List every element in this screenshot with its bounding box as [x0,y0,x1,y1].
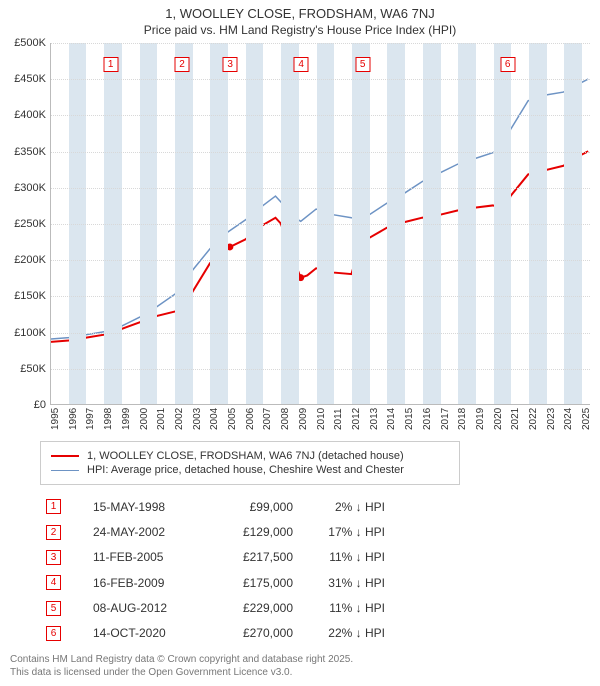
x-tick-label: 2006 [245,408,256,430]
chart-area: £0 £50K £100K £150K £200K £250K £300K £350K £400… [10,43,590,433]
marker-table: 115-MAY-1998£99,0002% ↓ HPI224-MAY-2002£… [38,493,393,647]
legend: 1, WOOLLEY CLOSE, FRODSHAM, WA6 7NJ (det… [40,441,460,485]
x-tick-label: 2025 [581,408,592,430]
x-tick-label: 1996 [68,408,79,430]
marker-diff: 22% ↓ HPI [301,622,391,645]
marker-date: 24-MAY-2002 [87,520,207,543]
marker-box: 1 [46,499,61,514]
footer: Contains HM Land Registry data © Crown c… [10,653,590,679]
x-tick-label: 1998 [103,408,114,430]
legend-label: HPI: Average price, detached house, Ches… [87,464,404,476]
x-tick-label: 2004 [209,408,220,430]
y-tick-label: £450K [10,73,46,85]
footer-line: Contains HM Land Registry data © Crown c… [10,653,590,666]
chart-marker: 1 [103,57,118,72]
marker-table-row: 4 16-FEB-2009£175,00031% ↓ HPI [40,571,391,594]
legend-item: HPI: Average price, detached house, Ches… [51,464,449,476]
marker-box: 4 [46,575,61,590]
chart-marker: 3 [223,57,238,72]
y-tick-label: £50K [10,363,46,375]
marker-diff: 11% ↓ HPI [301,596,391,619]
y-tick-label: £500K [10,37,46,49]
x-tick-label: 2012 [351,408,362,430]
plot-area: 1 2 3 4 5 6 [50,43,590,405]
x-tick-label: 2024 [563,408,574,430]
x-tick-label: 2008 [280,408,291,430]
marker-price: £175,000 [209,571,299,594]
chart-marker: 2 [175,57,190,72]
marker-date: 11-FEB-2005 [87,546,207,569]
x-tick-label: 1999 [121,408,132,430]
x-tick-label: 2020 [493,408,504,430]
y-tick-label: £200K [10,254,46,266]
chart-marker: 6 [500,57,515,72]
marker-price: £229,000 [209,596,299,619]
legend-item: 1, WOOLLEY CLOSE, FRODSHAM, WA6 7NJ (det… [51,450,449,462]
marker-diff: 2% ↓ HPI [301,495,391,518]
x-tick-label: 2018 [457,408,468,430]
y-tick-label: £350K [10,146,46,158]
legend-swatch [51,470,79,471]
x-tick-label: 2009 [298,408,309,430]
x-tick-label: 2016 [422,408,433,430]
chart-title: 1, WOOLLEY CLOSE, FRODSHAM, WA6 7NJ [0,6,600,21]
marker-table-row: 2 24-MAY-2002£129,00017% ↓ HPI [40,520,391,543]
chart-marker: 4 [294,57,309,72]
x-tick-label: 2021 [510,408,521,430]
x-tick-label: 2022 [528,408,539,430]
x-tick-label: 2005 [227,408,238,430]
x-tick-label: 2023 [546,408,557,430]
marker-price: £217,500 [209,546,299,569]
x-tick-label: 1995 [50,408,61,430]
x-tick-label: 2013 [369,408,380,430]
marker-diff: 31% ↓ HPI [301,571,391,594]
y-tick-label: £0 [10,399,46,411]
marker-box: 3 [46,550,61,565]
marker-box: 5 [46,601,61,616]
y-tick-label: £300K [10,182,46,194]
x-tick-label: 2000 [139,408,150,430]
x-tick-label: 2015 [404,408,415,430]
chart-subtitle: Price paid vs. HM Land Registry's House … [0,23,600,37]
y-axis: £0 £50K £100K £150K £200K £250K £300K £350K £400… [10,43,50,433]
x-axis: 1995 1996 1997 1998 1999 2000 2001 2002 2003 2004… [50,405,590,433]
x-tick-label: 2001 [156,408,167,430]
marker-table-row: 3 11-FEB-2005£217,50011% ↓ HPI [40,546,391,569]
y-tick-label: £150K [10,290,46,302]
marker-box: 2 [46,525,61,540]
marker-date: 15-MAY-1998 [87,495,207,518]
x-tick-label: 2003 [192,408,203,430]
x-tick-label: 2007 [262,408,273,430]
x-tick-label: 2019 [475,408,486,430]
y-tick-label: £400K [10,109,46,121]
marker-diff: 11% ↓ HPI [301,546,391,569]
y-tick-label: £100K [10,327,46,339]
x-tick-label: 2011 [333,408,344,430]
footer-line: This data is licensed under the Open Gov… [10,666,590,679]
x-tick-label: 2010 [316,408,327,430]
legend-swatch [51,455,79,457]
marker-diff: 17% ↓ HPI [301,520,391,543]
marker-date: 16-FEB-2009 [87,571,207,594]
marker-price: £129,000 [209,520,299,543]
marker-table-row: 5 08-AUG-2012£229,00011% ↓ HPI [40,596,391,619]
marker-table-row: 1 15-MAY-1998£99,0002% ↓ HPI [40,495,391,518]
marker-date: 08-AUG-2012 [87,596,207,619]
chart-marker: 5 [355,57,370,72]
marker-price: £270,000 [209,622,299,645]
marker-box: 6 [46,626,61,641]
x-tick-label: 2017 [440,408,451,430]
marker-date: 14-OCT-2020 [87,622,207,645]
marker-price: £99,000 [209,495,299,518]
legend-label: 1, WOOLLEY CLOSE, FRODSHAM, WA6 7NJ (det… [87,450,404,462]
marker-table-row: 6 14-OCT-2020£270,00022% ↓ HPI [40,622,391,645]
x-tick-label: 1997 [85,408,96,430]
x-tick-label: 2002 [174,408,185,430]
y-tick-label: £250K [10,218,46,230]
x-tick-label: 2014 [386,408,397,430]
